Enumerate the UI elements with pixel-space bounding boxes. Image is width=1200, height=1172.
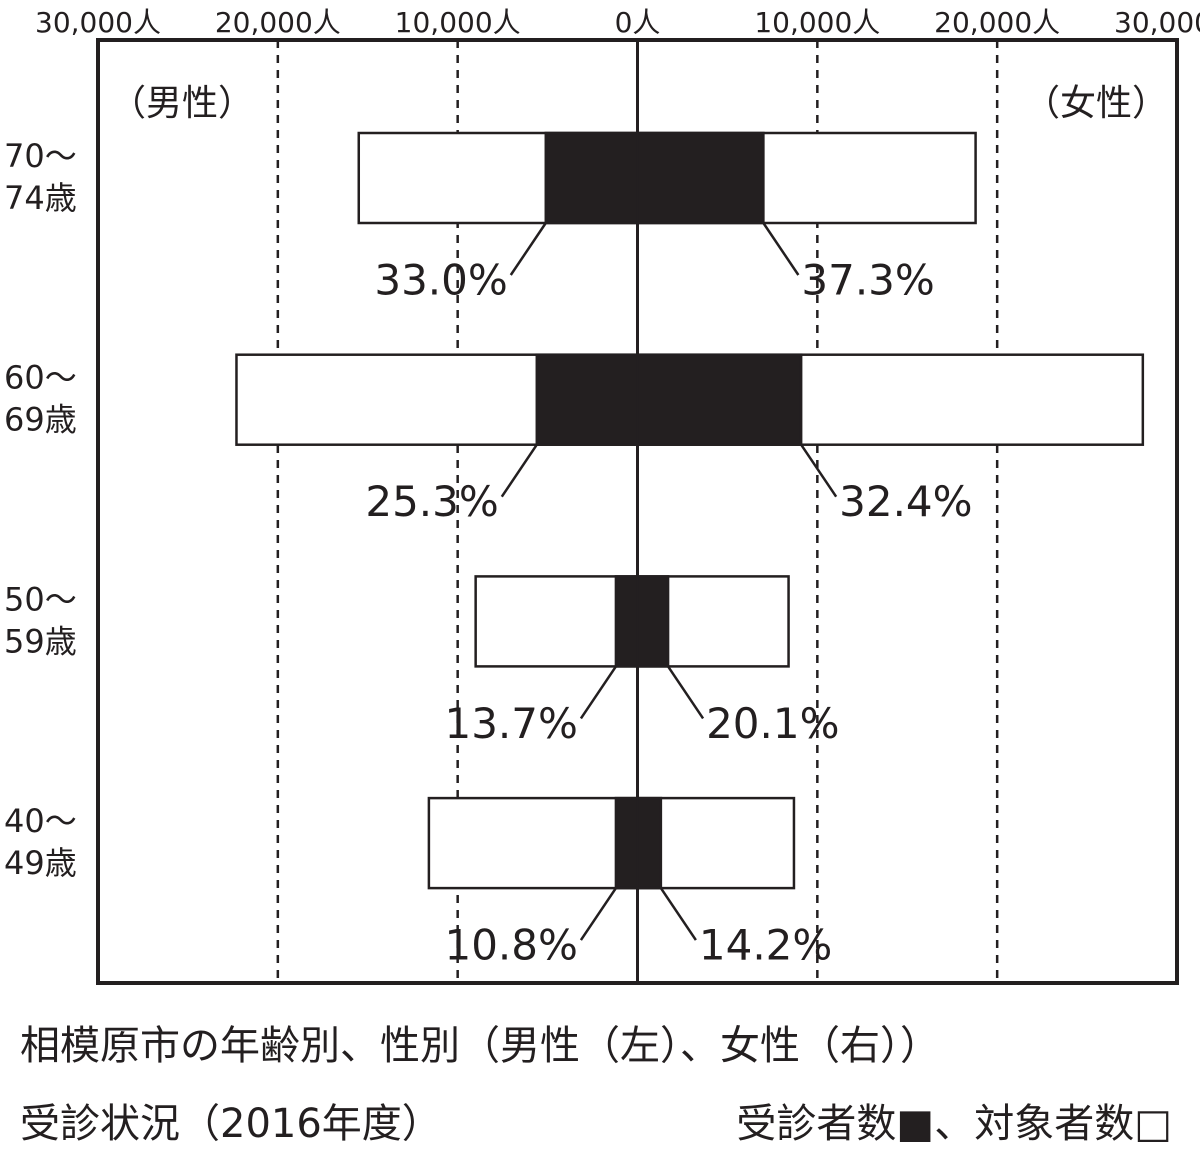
female-bar [636, 796, 663, 890]
male-rate-label: 33.0% [374, 256, 507, 305]
y-tick-label: 69歳 [4, 401, 77, 439]
male-bar [427, 796, 639, 890]
leader-line [659, 887, 697, 941]
y-tick-label: 40～ [4, 802, 77, 840]
x-tick-label: 0人 [615, 6, 661, 39]
male-bar [535, 353, 639, 446]
x-tick-label: 30,000人 [1114, 6, 1200, 39]
male-rate-label: 25.3% [365, 477, 498, 526]
y-tick-label: 60～ [4, 359, 77, 397]
left-label: （男性） [110, 83, 254, 124]
female-bar [636, 353, 803, 446]
x-tick-label: 20,000人 [934, 6, 1060, 39]
x-tick-label: 10,000人 [395, 6, 521, 39]
legend: 受診者数■、対象者数□ [736, 1101, 1172, 1147]
female-rate-label: 20.1% [706, 699, 839, 748]
y-tick-label: 49歳 [4, 844, 77, 882]
x-tick-label: 10,000人 [754, 6, 880, 39]
leader-line [800, 444, 838, 498]
x-tick-label: 30,000人 [35, 6, 161, 39]
right-label: （女性） [1024, 83, 1168, 124]
chart-title: 相模原市の年齢別、性別（男性（左）、女性（右）） [20, 1023, 940, 1069]
male-bar [614, 796, 639, 890]
y-tick-label: 50～ [4, 580, 77, 618]
x-tick-label: 20,000人 [215, 6, 341, 39]
leader-line [500, 444, 538, 498]
female-bar [636, 575, 670, 668]
plot-frame [96, 38, 1179, 985]
y-tick-label: 74歳 [4, 179, 77, 217]
female-rate-label: 14.2% [699, 921, 832, 970]
male-rate-label: 10.8% [444, 921, 577, 970]
female-bar [636, 131, 765, 225]
chart-subtitle: 受診状況（2016年度） [20, 1101, 442, 1147]
y-tick-label: 59歳 [4, 622, 77, 660]
leader-line [762, 222, 800, 276]
female-rate-label: 37.3% [801, 256, 934, 305]
leader-line [579, 665, 617, 720]
male-bar [544, 131, 639, 225]
female-bar [636, 796, 796, 890]
male-bar [614, 575, 639, 668]
female-rate-label: 32.4% [839, 477, 972, 526]
leader-line [579, 887, 617, 941]
leader-line [667, 665, 705, 720]
male-rate-label: 13.7% [444, 699, 577, 748]
male-bar [474, 575, 639, 668]
y-tick-label: 70～ [4, 137, 77, 175]
leader-line [509, 222, 547, 276]
